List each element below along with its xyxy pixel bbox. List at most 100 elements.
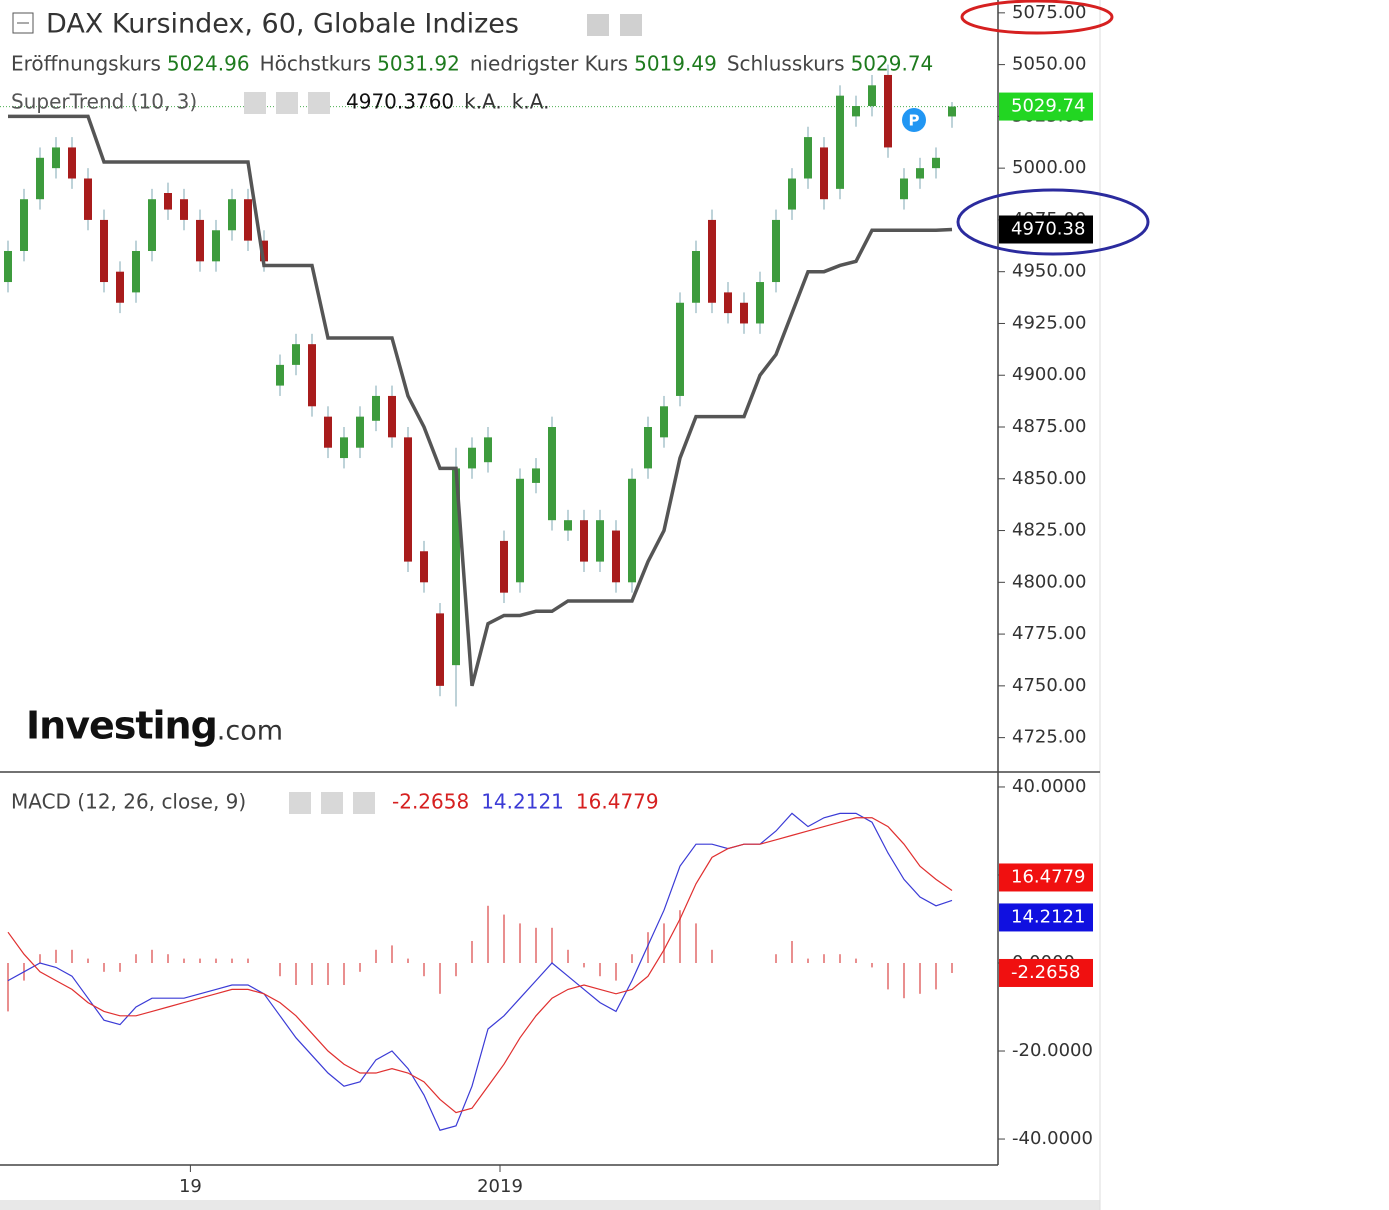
candle-body [372,395,380,421]
y-tick-label: 5050.00 [1012,54,1086,75]
eye-icon[interactable] [244,92,266,114]
candle-body [404,437,412,562]
settings-icon[interactable] [620,14,642,36]
header-text: k.A. [512,90,550,114]
candle-body [532,468,540,483]
candle-body [820,147,828,200]
header-text: niedrigster Kurs [470,52,628,76]
y-tick-label: 4925.00 [1012,312,1086,333]
eye-icon[interactable] [289,792,311,814]
candle-body [292,344,300,365]
candle-body [852,106,860,117]
candle-body [420,551,428,583]
candle-body [484,437,492,463]
y-tick-label: 4950.00 [1012,261,1086,282]
candle-body [756,282,764,324]
pivot-marker[interactable] [902,108,926,132]
header-text: 5029.74 [851,52,934,76]
header-text: 5019.49 [634,52,717,76]
candle-body [356,416,364,448]
candle-body [180,199,188,220]
candle-body [772,219,780,283]
candle-body [724,292,732,314]
candle-body [36,157,44,200]
header-text: -2.2658 [392,790,469,814]
candle-body [20,199,28,251]
eye-icon[interactable] [587,14,609,36]
candle-body [500,540,508,593]
header-text: DAX Kursindex, 60, Globale Indizes [46,9,519,40]
candle-body [916,168,924,179]
candle-body [692,250,700,303]
header-text: Schlusskurs [727,52,845,76]
candle-body [100,219,108,283]
header-text: MACD (12, 26, close, 9) [11,790,246,814]
y-tick-label: 4775.00 [1012,623,1086,644]
candle-body [644,427,652,469]
y-tick-label: 5075.00 [1012,2,1086,23]
candle-body [228,199,236,231]
candle-body [596,520,604,562]
watermark: .com [217,716,283,747]
y-tick-label: 4900.00 [1012,364,1086,385]
candle-body [132,250,140,293]
value-box-label: -2.2658 [1011,962,1080,983]
candle-body [276,364,284,386]
header-text: Höchstkurs [260,52,372,76]
candle-body [884,74,892,148]
y-tick-label: -40.0000 [1012,1128,1093,1149]
candle-body [52,147,60,169]
candle-body [548,427,556,521]
candle-body [148,199,156,251]
candle-body [564,520,572,531]
candle-body [708,219,716,303]
close-icon[interactable] [308,92,330,114]
annotation-ellipse [960,0,1114,35]
candle-body [516,478,524,583]
value-box-label: 4970.38 [1011,218,1085,239]
collapse-button[interactable] [12,12,34,34]
candle-body [932,157,940,169]
watermark: Investing [26,704,217,748]
candle-body [468,447,476,469]
candle-body [68,147,76,179]
header-text: 5024.96 [167,52,250,76]
y-tick-label: 4725.00 [1012,727,1086,748]
header-text: 5031.92 [377,52,460,76]
y-tick-label: 4825.00 [1012,520,1086,541]
candle-body [308,344,316,407]
candle-body [164,193,172,210]
header-text: 16.4779 [576,790,659,814]
y-tick-label: 4875.00 [1012,416,1086,437]
header-text: k.A. [464,90,502,114]
y-tick-label: -20.0000 [1012,1040,1093,1061]
y-tick-label: 4850.00 [1012,468,1086,489]
close-icon[interactable] [353,792,375,814]
header-text: 14.2121 [481,790,564,814]
header-text: 4970.3760 [346,90,454,114]
x-tick-label: 2019 [477,1176,523,1197]
value-box [999,903,1093,932]
x-tick-label: 19 [179,1176,202,1197]
candle-body [900,178,908,200]
candle-body [804,137,812,179]
value-box [999,958,1093,987]
value-box [999,863,1093,892]
candle-body [84,178,92,220]
y-tick-label: 40.0000 [1012,776,1086,797]
pivot-letter: P [909,112,920,130]
header-text: Eröffnungskurs [11,52,161,76]
candle-body [260,240,268,262]
candle-body [244,199,252,241]
value-box [999,92,1093,121]
candle-body [212,230,220,262]
settings-icon[interactable] [321,792,343,814]
candle-body [740,302,748,324]
candle-body [4,250,12,283]
settings-icon[interactable] [276,92,298,114]
macd-line [7,817,953,1114]
candle-body [340,437,348,459]
supertrend-line [8,114,953,687]
